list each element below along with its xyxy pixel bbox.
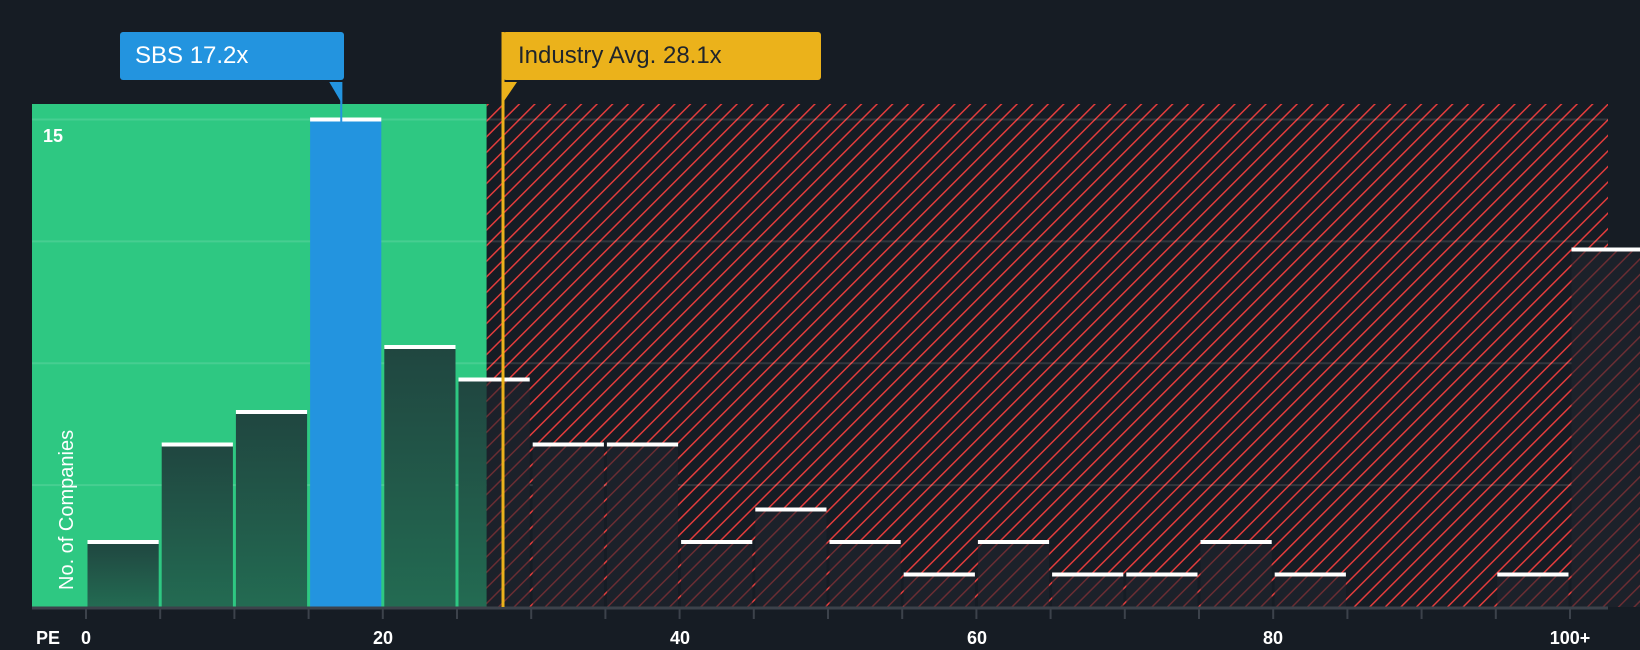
histogram-bar: [829, 540, 901, 607]
x-tick-40: 40: [669, 628, 691, 648]
x-tick-80: 80: [1262, 628, 1284, 648]
histogram-bar: [755, 507, 827, 607]
histogram-bar: [87, 540, 159, 607]
histogram-bar: [903, 572, 975, 607]
x-tick-60: 60: [966, 628, 988, 648]
industry-avg-callout: Industry Avg. 28.1x: [503, 32, 821, 80]
histogram-bar: [1052, 572, 1124, 607]
histogram-bar: [681, 540, 753, 607]
histogram-bar: [977, 540, 1050, 607]
y-axis-label: No. of Companies: [56, 429, 78, 590]
y-tick-15: 15: [43, 126, 64, 146]
histogram-bar: [235, 410, 308, 607]
histogram-bar: [532, 442, 604, 607]
histogram-bar: [458, 377, 530, 607]
x-tick-20: 20: [372, 628, 394, 648]
histogram-bar: [1571, 247, 1640, 607]
x-tick-0: 0: [80, 628, 92, 648]
histogram-bar: [384, 345, 456, 607]
x-axis: [32, 606, 1608, 619]
histogram-bar: [1274, 572, 1346, 607]
histogram-bar: [1200, 540, 1272, 607]
x-tick-100-plus: 100+: [1549, 628, 1591, 648]
histogram-bar: [161, 442, 233, 607]
histogram-bar: [310, 117, 382, 607]
markers: [329, 32, 518, 607]
histogram-bar: [1126, 572, 1198, 607]
sbs-callout: SBS 17.2x: [120, 32, 344, 80]
x-axis-pe-label: PE: [36, 628, 61, 648]
histogram-bar: [1497, 572, 1569, 607]
bars: [87, 117, 1640, 607]
histogram-bar: [606, 442, 679, 607]
